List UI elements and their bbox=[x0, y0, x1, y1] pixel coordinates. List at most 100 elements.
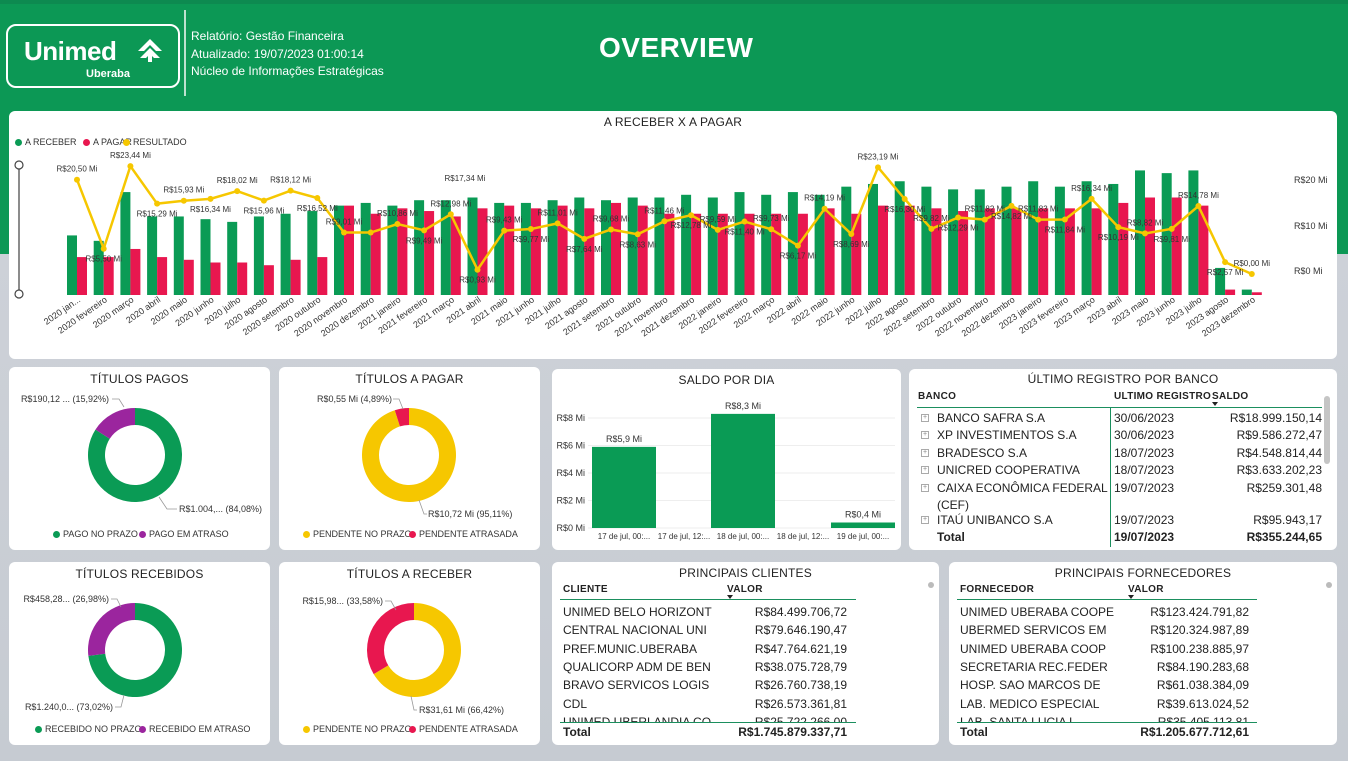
ultimo-registro-card[interactable]: ÚLTIMO REGISTRO POR BANCO BANCO ULTIMO R… bbox=[909, 369, 1337, 550]
bar-a-receber[interactable] bbox=[387, 205, 398, 295]
bar-a-receber[interactable] bbox=[734, 192, 745, 295]
resultado-point[interactable] bbox=[1168, 225, 1175, 232]
resultado-point[interactable] bbox=[74, 176, 80, 183]
bar-a-pagar[interactable] bbox=[397, 208, 408, 295]
legend-pendente-atrasada[interactable]: PENDENTE ATRASADA bbox=[409, 529, 518, 539]
expand-row-icon[interactable]: + bbox=[921, 516, 929, 524]
bar-a-pagar[interactable] bbox=[424, 211, 435, 295]
bar-a-pagar[interactable] bbox=[664, 213, 675, 295]
date-range-slider[interactable] bbox=[14, 160, 24, 299]
bar-a-receber[interactable] bbox=[627, 197, 638, 296]
bar-a-receber[interactable] bbox=[467, 197, 478, 296]
bar-a-pagar[interactable] bbox=[183, 259, 194, 295]
bar-a-receber[interactable] bbox=[1241, 289, 1252, 295]
titulos-pagos-card[interactable]: TÍTULOS PAGOS R$1.004,... (84,08%) R$190,… bbox=[9, 367, 270, 550]
titulos-pagos-donut[interactable]: R$1.004,... (84,08%) R$190,12 ... (15,92%… bbox=[9, 367, 270, 550]
expand-row-icon[interactable]: + bbox=[921, 466, 929, 474]
bar-a-pagar[interactable] bbox=[1225, 289, 1236, 295]
bar-a-receber[interactable] bbox=[334, 205, 344, 295]
resultado-point[interactable] bbox=[901, 196, 908, 203]
bar-a-pagar[interactable] bbox=[1171, 197, 1182, 296]
legend-pendente-no-prazo[interactable]: PENDENTE NO PRAZO bbox=[303, 724, 412, 734]
resultado-point[interactable] bbox=[661, 218, 668, 225]
resultado-point[interactable] bbox=[100, 245, 107, 252]
resultado-point[interactable] bbox=[928, 225, 935, 232]
bar-a-pagar[interactable] bbox=[530, 208, 541, 295]
bar-a-pagar[interactable] bbox=[1011, 208, 1022, 295]
scroll-indicator[interactable] bbox=[928, 582, 934, 588]
bar-a-pagar[interactable] bbox=[450, 216, 461, 295]
saldo-bar[interactable] bbox=[831, 522, 895, 529]
bar-a-receber[interactable] bbox=[414, 200, 425, 295]
resultado-point[interactable] bbox=[394, 221, 401, 228]
bar-a-receber[interactable] bbox=[494, 202, 505, 295]
expand-row-icon[interactable]: + bbox=[921, 414, 929, 422]
bar-a-pagar[interactable] bbox=[931, 208, 942, 295]
resultado-point[interactable] bbox=[127, 163, 134, 170]
resultado-point[interactable] bbox=[848, 231, 855, 238]
bar-a-receber[interactable] bbox=[974, 189, 985, 295]
bar-a-receber[interactable] bbox=[1161, 173, 1172, 295]
bar-a-receber[interactable] bbox=[520, 202, 531, 295]
donut-slice[interactable] bbox=[88, 603, 182, 697]
bar-a-pagar[interactable] bbox=[717, 213, 728, 295]
bar-a-receber[interactable] bbox=[120, 192, 131, 295]
expand-row-icon[interactable]: + bbox=[921, 431, 929, 439]
donut-slice[interactable] bbox=[373, 603, 461, 697]
col-header-fornecedor[interactable]: FORNECEDOR bbox=[960, 584, 1035, 595]
bar-a-receber[interactable] bbox=[1028, 181, 1039, 295]
resultado-point[interactable] bbox=[287, 187, 294, 194]
col-header-saldo[interactable]: SALDO bbox=[1212, 391, 1249, 402]
resultado-point[interactable] bbox=[180, 197, 187, 204]
bar-a-receber[interactable] bbox=[654, 197, 665, 296]
resultado-point[interactable] bbox=[154, 200, 161, 207]
col-header-cliente[interactable]: CLIENTE bbox=[563, 584, 608, 595]
resultado-point[interactable] bbox=[981, 216, 988, 223]
table-scrollbar[interactable] bbox=[1324, 396, 1330, 464]
bar-a-receber[interactable] bbox=[280, 213, 291, 295]
bar-a-receber[interactable] bbox=[601, 200, 611, 295]
resultado-point[interactable] bbox=[955, 214, 962, 221]
bar-a-pagar[interactable] bbox=[691, 213, 702, 295]
donut-slice[interactable] bbox=[367, 603, 414, 675]
bar-a-pagar[interactable] bbox=[344, 205, 354, 295]
resultado-point[interactable] bbox=[421, 227, 428, 234]
bar-a-pagar[interactable] bbox=[130, 248, 141, 295]
bar-a-pagar[interactable] bbox=[317, 257, 328, 295]
resultado-point[interactable] bbox=[1088, 195, 1095, 202]
resultado-point[interactable] bbox=[875, 164, 881, 171]
resultado-point[interactable] bbox=[314, 195, 321, 202]
donut-slice[interactable] bbox=[87, 408, 183, 502]
bar-a-receber[interactable] bbox=[921, 186, 932, 295]
scroll-indicator[interactable] bbox=[1326, 582, 1332, 588]
bar-a-pagar[interactable] bbox=[611, 202, 621, 295]
resultado-point[interactable] bbox=[474, 266, 481, 273]
bar-a-pagar[interactable] bbox=[1118, 202, 1129, 295]
bar-a-pagar[interactable] bbox=[1251, 292, 1262, 295]
resultado-point[interactable] bbox=[501, 227, 508, 234]
saldo-bar[interactable] bbox=[592, 446, 656, 528]
bar-a-receber[interactable] bbox=[814, 194, 825, 295]
resultado-point[interactable] bbox=[1248, 271, 1255, 277]
resultado-point[interactable] bbox=[581, 235, 588, 242]
bar-a-receber[interactable] bbox=[1108, 183, 1119, 295]
titulos-a-receber-donut[interactable]: R$31,61 Mi (66,42%) R$15,98... (33,58%) bbox=[279, 562, 540, 745]
donut-slice[interactable] bbox=[95, 408, 135, 439]
col-header-valor[interactable]: VALOR bbox=[1128, 584, 1164, 595]
titulos-a-pagar-card[interactable]: TÍTULOS A PAGAR R$10,72 Mi (95,11%) R$0,5… bbox=[279, 367, 540, 550]
titulos-recebidos-donut[interactable]: R$1.240,0... (73,02%) R$458,28... (26,98%… bbox=[9, 562, 270, 745]
resultado-point[interactable] bbox=[341, 229, 347, 236]
resultado-point[interactable] bbox=[367, 229, 374, 236]
bar-a-pagar[interactable] bbox=[824, 208, 835, 295]
resultado-point[interactable] bbox=[207, 195, 214, 202]
legend-recebido-no-prazo[interactable]: RECEBIDO NO PRAZO bbox=[35, 724, 142, 734]
principais-fornecedores-card[interactable]: PRINCIPAIS FORNECEDORES FORNECEDOR VALOR… bbox=[949, 562, 1337, 745]
bar-a-pagar[interactable] bbox=[584, 208, 595, 295]
resultado-point[interactable] bbox=[234, 188, 241, 195]
legend-a-pagar[interactable]: A PAGAR bbox=[83, 137, 132, 147]
legend-pendente-atrasada[interactable]: PENDENTE ATRASADA bbox=[409, 724, 518, 734]
col-header-ultimo-registro[interactable]: ULTIMO REGISTRO bbox=[1114, 391, 1212, 402]
resultado-point[interactable] bbox=[1035, 216, 1042, 223]
bar-a-pagar[interactable] bbox=[290, 259, 301, 295]
resultado-point[interactable] bbox=[554, 220, 561, 227]
